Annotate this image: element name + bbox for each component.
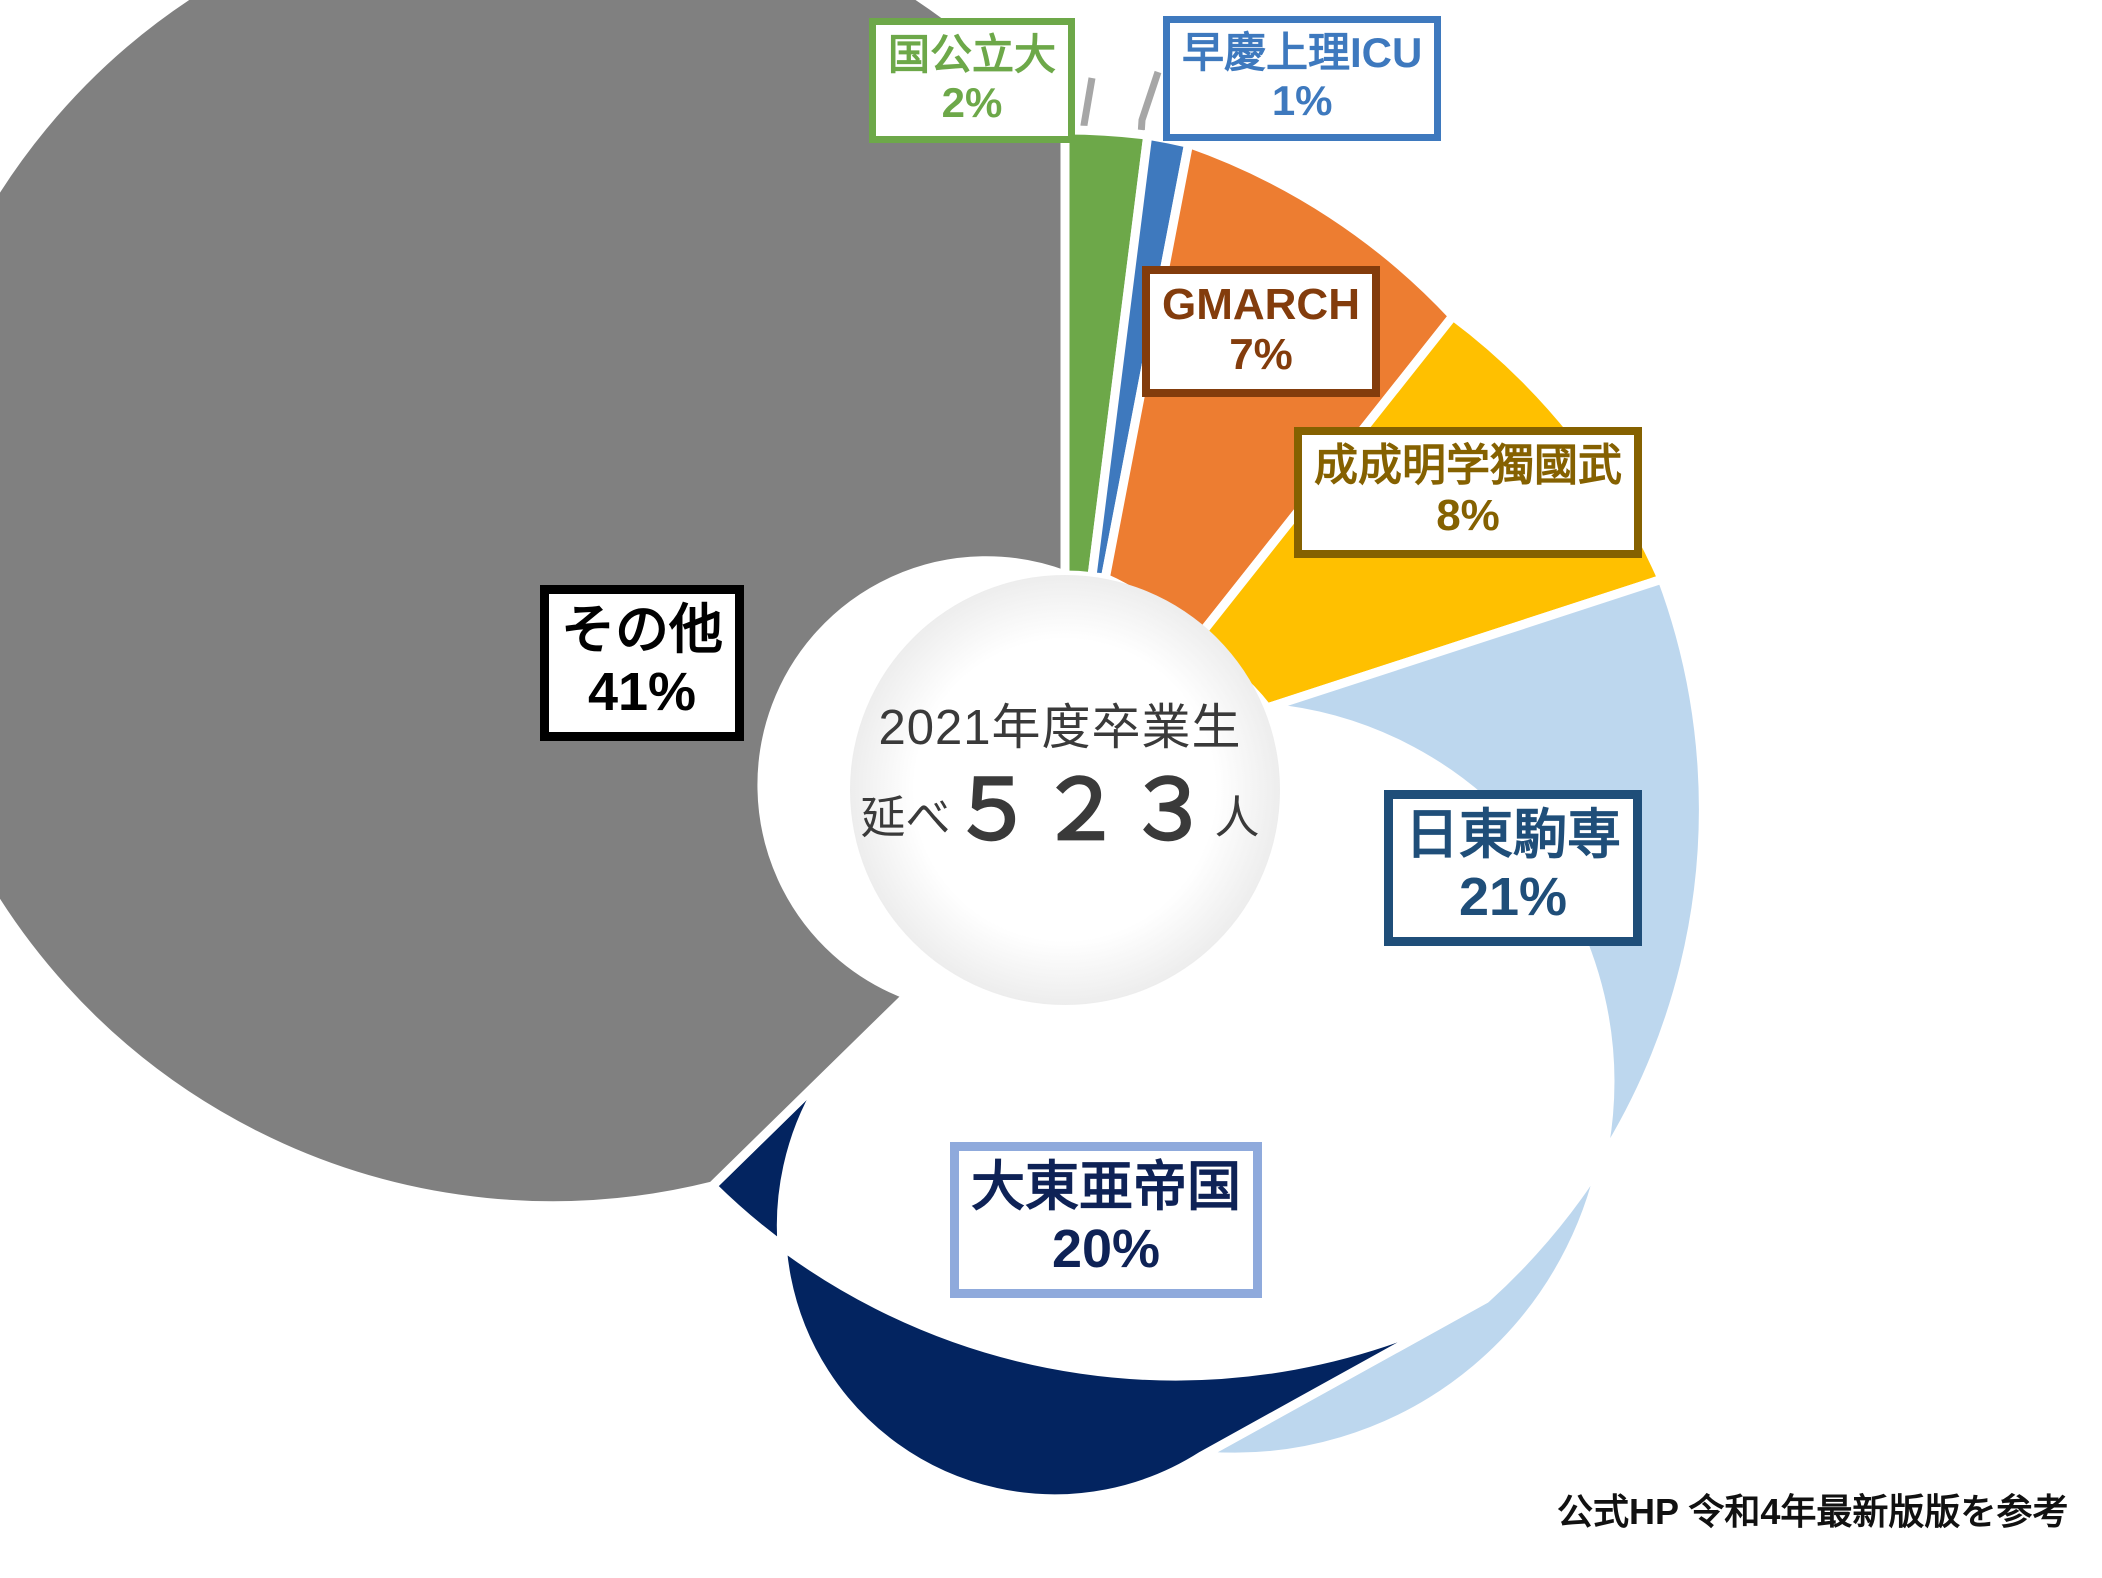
callout-sonota-percent: 41% [587,661,697,722]
callout-seisei: 成成明学獨國武 8% [1294,427,1642,559]
callout-sonota: その他 41% [540,585,744,742]
callout-daitouateikoku-percent: 20% [1051,1218,1161,1279]
callout-seisei-percent: 8% [1436,491,1500,541]
donut-hole [850,575,1280,1005]
slice-nittoukomasen [1186,573,1708,1462]
callout-sokei: 早慶上理ICU 1% [1163,16,1442,141]
callout-daitouateikoku: 大東亜帝国 20% [950,1142,1262,1299]
callout-kokkoritsu: 国公立大 2% [869,18,1076,143]
callout-gmarch: GMARCH 7% [1142,266,1380,398]
callout-gmarch-percent: 7% [1229,330,1293,380]
callout-sokei-label: 早慶上理ICU [1182,29,1423,76]
slice-sonota [0,0,1070,1211]
callout-kokkoritsu-percent: 2% [941,78,1003,126]
callout-seisei-label: 成成明学獨國武 [1314,441,1622,490]
callout-nittoukomasen: 日東駒専 21% [1384,790,1642,947]
donut-slices [0,0,1708,1504]
callout-nittoukomasen-label: 日東駒専 [1405,805,1621,865]
slice-daitouateikoku [705,991,1489,1504]
callout-nittoukomasen-percent: 21% [1458,866,1568,927]
callout-kokkoritsu-label: 国公立大 [888,31,1057,78]
callout-daitouateikoku-label: 大東亜帝国 [971,1157,1241,1217]
callout-gmarch-label: GMARCH [1162,280,1360,329]
callout-sonota-label: その他 [561,600,723,660]
source-note: 公式HP 令和4年最新版版を参考 [1557,1491,2069,1532]
callout-sokei-percent: 1% [1271,76,1333,124]
